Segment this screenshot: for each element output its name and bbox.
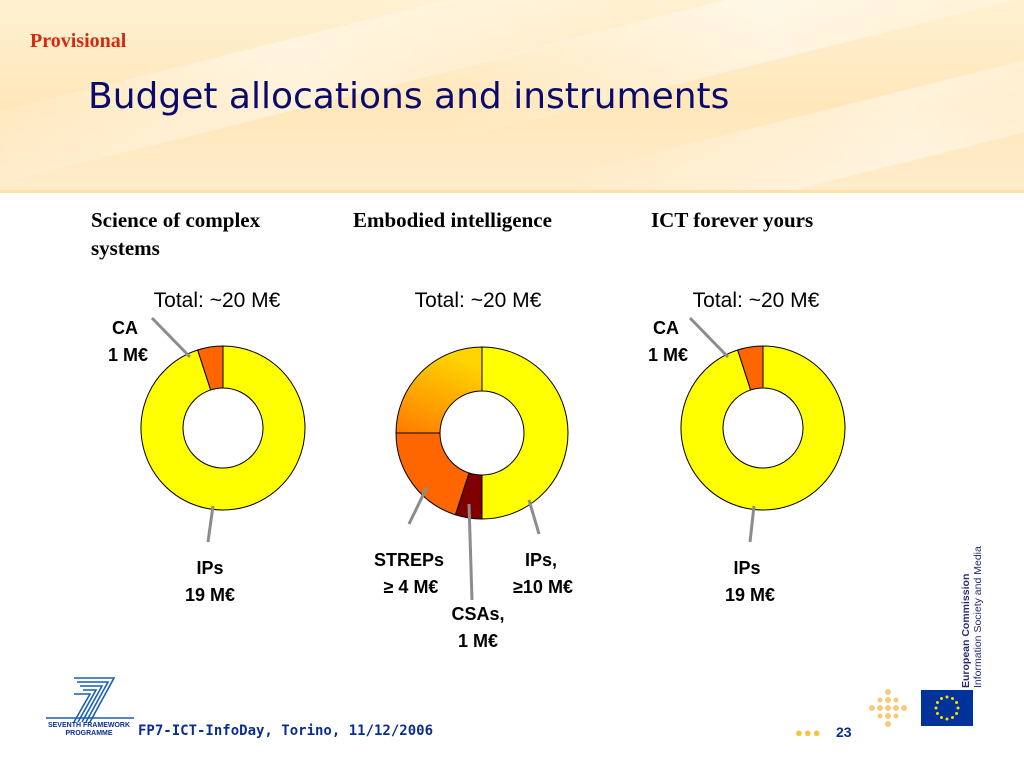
donut-2-leader-line	[527, 499, 541, 535]
header-divider	[0, 190, 1024, 193]
eu-star-icon	[940, 716, 943, 720]
footer-event-text: FP7-ICT-InfoDay, Torino, 11/12/2006	[138, 723, 434, 739]
donut-2-slice-1-value-label: ≥10 M€	[513, 577, 573, 597]
donut-3-total-label: Total: ~20 M€	[693, 289, 820, 312]
eu-star-icon	[951, 696, 954, 700]
fp7-logo-icon	[46, 677, 134, 723]
donut-2-slice-3-value-label: ≥ 4 M€	[384, 577, 439, 597]
column-title-embodied-intelligence: Embodied intelligence	[353, 208, 552, 232]
donut-1-slice-1-value-label: 19 M€	[185, 585, 235, 605]
donut-2-slice-1	[481, 346, 569, 520]
commission-name: European Commission	[960, 573, 972, 688]
slide-header-background	[0, 0, 1024, 192]
donut-1-slice-2-value-label: 1 M€	[108, 345, 148, 365]
donut-1-leader-line	[150, 316, 192, 359]
page-number: 23	[836, 724, 852, 740]
donut-1-leader-line	[206, 505, 215, 543]
eu-star-icon	[945, 695, 949, 699]
eu-star-icon	[951, 716, 954, 720]
donut-chart-2: Total: ~20 M€ IPs, ≥10 M€ CSAs, 1 M€ STREPs ≥ …	[374, 289, 573, 651]
donut-2-slice-2-name-label: CSAs,	[451, 604, 504, 624]
donut-1-slice-1-name-label: IPs	[196, 558, 223, 578]
eu-star-icon	[945, 717, 949, 721]
donut-3-slice-2-name-label: CA	[653, 318, 679, 338]
column-title-complex-systems: Science of complex systems	[91, 208, 261, 260]
donut-3-slice-1-name-label: IPs	[733, 558, 760, 578]
donut-2-total-label: Total: ~20 M€	[415, 289, 542, 312]
eu-star-icon	[956, 706, 960, 710]
donut-2-slice-2-value-label: 1 M€	[458, 631, 498, 651]
fp7-programme-label: SEVENTH FRAMEWORK PROGRAMME	[46, 722, 132, 738]
fp7-programme-line1: SEVENTH FRAMEWORK	[47, 722, 131, 729]
donut-1-slice-1	[140, 345, 306, 511]
eu-star-icon	[955, 712, 959, 715]
eu-flag-icon	[921, 690, 973, 726]
donut-3-slice-2-value-label: 1 M€	[648, 345, 688, 365]
eu-star-icon	[940, 696, 943, 700]
eu-star-icon	[935, 712, 939, 715]
donut-chart-1: Total: ~20 M€ IPs 19 M€ CA 1 M€	[108, 289, 306, 605]
donut-3-slice-1	[680, 345, 846, 511]
donut-3-slice-1-value-label: 19 M€	[725, 585, 775, 605]
donut-2-slice-4	[395, 346, 483, 434]
eu-star-icon	[934, 706, 938, 710]
slide-title: Budget allocations and instruments	[88, 76, 730, 117]
column-title-ict-forever-yours: ICT forever yours	[651, 208, 814, 232]
donut-2-slice-3-name-label: STREPs	[374, 550, 444, 570]
directorate-name: Information Society and Media	[972, 546, 984, 688]
footer-dots-icon: ●●●	[795, 725, 822, 740]
donut-3-slice-2	[737, 345, 764, 391]
fp7-programme-line2: PROGRAMME	[65, 730, 113, 737]
donut-1-slice-2	[197, 345, 224, 391]
donut-2-leader-line	[407, 486, 429, 525]
donut-3-leader-line	[748, 505, 756, 543]
donut-3-leader-line	[688, 316, 730, 359]
provisional-label: Provisional	[30, 30, 127, 52]
donut-1-total-label: Total: ~20 M€	[154, 289, 281, 312]
donut-2-slice-1-name-label: IPs,	[525, 550, 557, 570]
eu-star-icon	[955, 701, 959, 704]
donut-chart-3: Total: ~20 M€ IPs 19 M€ CA 1 M€	[648, 289, 846, 605]
eu-star-icon	[935, 701, 939, 704]
donut-1-slice-2-name-label: CA	[112, 318, 138, 338]
donut-2-leader-line	[467, 503, 474, 601]
european-commission-label: European Commission Information Society …	[960, 538, 984, 688]
dotted-cross-icon	[869, 689, 907, 727]
donut-2-slice-3	[395, 432, 470, 516]
